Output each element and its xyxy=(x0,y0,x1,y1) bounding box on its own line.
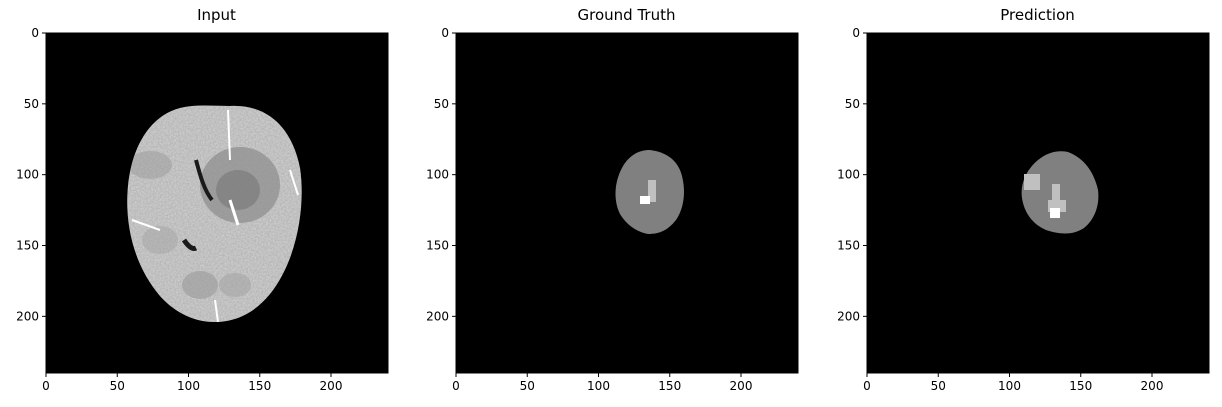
y-tick-label-ground-truth: 0 xyxy=(441,26,449,40)
x-tick-label-prediction: 100 xyxy=(998,379,1021,393)
y-tick-label-input: 50 xyxy=(24,97,39,111)
ground-truth-mask xyxy=(615,150,684,234)
prediction-mask xyxy=(1021,151,1099,234)
y-tick-label-prediction: 100 xyxy=(837,168,860,182)
panel-title-input: Input xyxy=(197,6,236,24)
x-tick-label-prediction: 150 xyxy=(1069,379,1092,393)
panel-input xyxy=(46,33,388,373)
x-tick-label-input: 100 xyxy=(177,379,200,393)
axes-frame-input xyxy=(45,32,389,374)
y-tick-label-ground-truth: 100 xyxy=(426,168,449,182)
x-tick-label-prediction: 0 xyxy=(863,379,871,393)
y-tick-label-input: 100 xyxy=(16,168,39,182)
panel-title-prediction: Prediction xyxy=(1000,6,1075,24)
y-tick-label-ground-truth: 50 xyxy=(434,97,449,111)
x-tick-label-ground-truth: 50 xyxy=(520,379,535,393)
x-tick-label-input: 0 xyxy=(42,379,50,393)
x-tick-label-ground-truth: 0 xyxy=(452,379,460,393)
x-tick-label-input: 150 xyxy=(248,379,271,393)
y-tick-label-prediction: 0 xyxy=(852,26,860,40)
y-tick-label-input: 0 xyxy=(31,26,39,40)
axes-frame-prediction xyxy=(866,32,1210,374)
axes-frame-ground-truth xyxy=(455,32,799,374)
x-tick-label-prediction: 50 xyxy=(931,379,946,393)
y-tick-label-ground-truth: 150 xyxy=(426,239,449,253)
panel-title-ground-truth: Ground Truth xyxy=(577,6,676,24)
x-tick-label-input: 200 xyxy=(320,379,343,393)
y-tick-label-prediction: 200 xyxy=(837,309,860,323)
panel-ground-truth xyxy=(456,33,798,373)
axes-layer: 0 50 100 150 200 0 50 100 150 200 0 50 100 150 200 0 50 1… xyxy=(16,26,1210,393)
x-tick-label-prediction: 200 xyxy=(1141,379,1164,393)
y-tick-label-input: 150 xyxy=(16,239,39,253)
x-tick-label-ground-truth: 200 xyxy=(730,379,753,393)
panel-prediction xyxy=(867,33,1209,373)
y-tick-label-ground-truth: 200 xyxy=(426,309,449,323)
x-tick-label-ground-truth: 100 xyxy=(587,379,610,393)
brain-mri-image xyxy=(127,105,302,322)
y-tick-label-prediction: 50 xyxy=(845,97,860,111)
x-tick-label-ground-truth: 150 xyxy=(658,379,681,393)
y-tick-label-prediction: 150 xyxy=(837,239,860,253)
y-tick-label-input: 200 xyxy=(16,309,39,323)
x-tick-label-input: 50 xyxy=(110,379,125,393)
